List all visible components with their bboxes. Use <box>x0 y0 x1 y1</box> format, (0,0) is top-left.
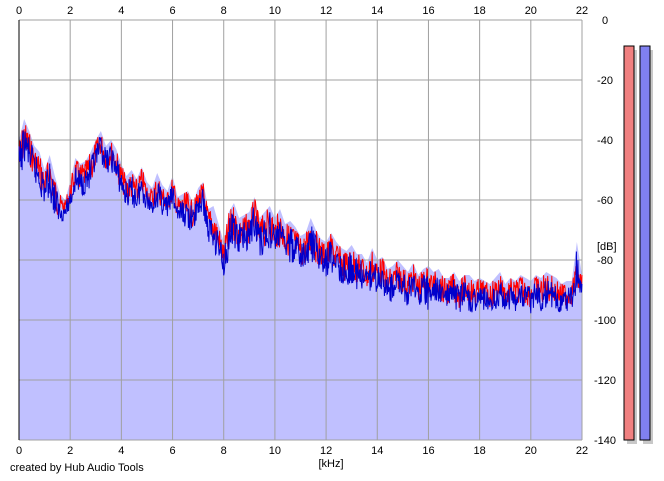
x-axis-unit-label: [kHz] <box>318 458 343 470</box>
x-tick-label-bottom: 8 <box>221 445 227 457</box>
x-tick-label-bottom: 6 <box>169 445 175 457</box>
x-tick-label-bottom: 18 <box>474 445 486 457</box>
x-tick-label-bottom: 20 <box>525 445 537 457</box>
x-tick-label-top: 12 <box>320 5 332 17</box>
y-tick-label: -80 <box>597 255 613 267</box>
level-meter-1 <box>639 45 651 441</box>
x-tick-label-top: 10 <box>269 5 281 17</box>
x-tick-label-top: 6 <box>169 5 175 17</box>
x-tick-label-top: 22 <box>576 5 588 17</box>
level-meter-0 <box>623 45 635 441</box>
series-1 <box>18 130 583 314</box>
x-tick-label-bottom: 10 <box>269 445 281 457</box>
y-tick-label: -60 <box>597 195 613 207</box>
series-line-1 <box>18 130 583 314</box>
y-tick-label: -20 <box>597 75 613 87</box>
x-tick-label-top: 0 <box>16 5 22 17</box>
x-tick-label-top: 8 <box>221 5 227 17</box>
x-tick-label-bottom: 12 <box>320 445 332 457</box>
x-tick-label-bottom: 22 <box>576 445 588 457</box>
x-tick-label-bottom: 16 <box>422 445 434 457</box>
x-tick-label-bottom: 2 <box>67 445 73 457</box>
level-meters <box>623 45 653 444</box>
y-tick-label: -40 <box>597 135 613 147</box>
y-axis-unit-label: [dB] <box>597 241 617 253</box>
plot-area <box>18 19 583 441</box>
y-tick-label: -100 <box>594 315 616 327</box>
x-tick-label-top: 16 <box>422 5 434 17</box>
x-tick-label-top: 14 <box>371 5 383 17</box>
x-tick-label-bottom: 0 <box>16 445 22 457</box>
x-tick-label-bottom: 4 <box>118 445 124 457</box>
y-tick-labels: 0 -20 -40 -60 -80 -100 -120 -140 <box>594 15 616 447</box>
x-tick-label-top: 20 <box>525 5 537 17</box>
x-tick-label-top: 2 <box>67 5 73 17</box>
x-tick-labels-bottom: 0 2 4 6 8 10 12 14 16 18 20 22 <box>16 445 588 457</box>
x-tick-label-bottom: 14 <box>371 445 383 457</box>
x-tick-label-top: 18 <box>474 5 486 17</box>
x-tick-label-top: 4 <box>118 5 124 17</box>
y-tick-label: -140 <box>594 435 616 447</box>
x-tick-labels-top: 0 2 4 6 8 10 12 14 16 18 20 22 <box>16 5 588 17</box>
credit-text: created by Hub Audio Tools <box>10 462 144 474</box>
y-tick-label: -120 <box>594 375 616 387</box>
y-tick-label: 0 <box>602 15 608 27</box>
